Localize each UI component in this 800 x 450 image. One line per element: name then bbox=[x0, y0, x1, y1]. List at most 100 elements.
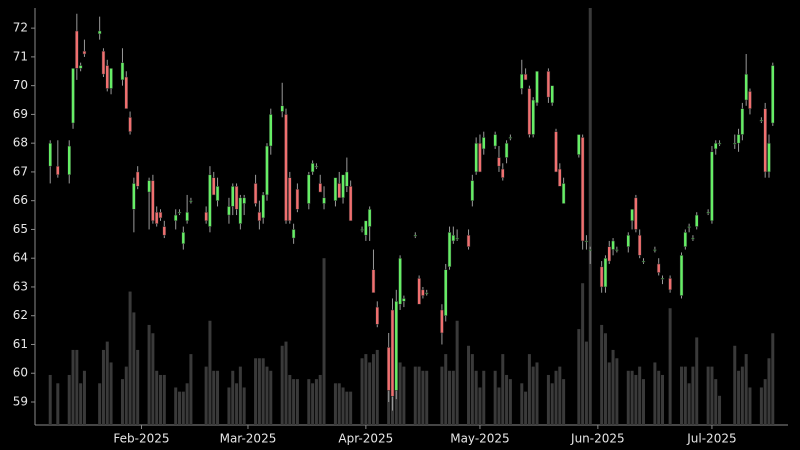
candle-body bbox=[451, 234, 456, 242]
y-tick-label: 66 bbox=[13, 193, 28, 207]
candle-body bbox=[508, 137, 513, 139]
candle-body bbox=[763, 108, 767, 173]
candle-body bbox=[189, 200, 193, 202]
candle-body bbox=[417, 278, 421, 305]
candle-body bbox=[158, 211, 163, 219]
candle-body bbox=[687, 226, 691, 228]
candle-body bbox=[523, 73, 528, 81]
volume-bar bbox=[733, 345, 737, 425]
volume-bar bbox=[584, 341, 588, 425]
volume-bar bbox=[451, 370, 455, 425]
volume-bar bbox=[444, 354, 448, 425]
volume-bar bbox=[691, 366, 695, 425]
x-tick-label: Jul-2025 bbox=[686, 432, 736, 446]
volume-bar bbox=[558, 366, 562, 425]
volume-bar bbox=[307, 379, 311, 425]
volume-bar bbox=[120, 379, 124, 425]
volume-bar bbox=[235, 383, 239, 425]
candle-body bbox=[603, 257, 608, 288]
volume-bar bbox=[657, 370, 661, 425]
y-tick-label: 69 bbox=[13, 107, 28, 121]
y-tick-label: 67 bbox=[13, 164, 28, 178]
volume-bar bbox=[737, 370, 741, 425]
volume-bar bbox=[505, 374, 509, 425]
volume-bar bbox=[265, 366, 269, 425]
candle-body bbox=[630, 209, 634, 222]
volume-bar bbox=[231, 370, 235, 425]
y-tick-label: 71 bbox=[13, 49, 28, 63]
volume-bar bbox=[588, 8, 592, 425]
candle-body bbox=[580, 137, 585, 242]
candle-body bbox=[398, 257, 402, 305]
candle-body bbox=[367, 209, 372, 227]
volume-bar bbox=[668, 308, 672, 425]
volume-bar bbox=[212, 370, 216, 425]
y-tick-label: 68 bbox=[13, 136, 28, 150]
candle-body bbox=[599, 266, 604, 288]
volume-bar bbox=[550, 383, 554, 425]
volume-bar bbox=[740, 366, 744, 425]
volume-bar bbox=[398, 362, 402, 425]
candle-body bbox=[611, 240, 615, 250]
candle-body bbox=[558, 168, 562, 187]
candle-body bbox=[181, 232, 186, 245]
candle-body bbox=[717, 142, 722, 145]
candle-body bbox=[124, 76, 129, 109]
candle-body bbox=[668, 278, 672, 291]
volume-bar bbox=[375, 349, 379, 425]
candle-body bbox=[231, 186, 235, 207]
candle-body bbox=[767, 142, 771, 173]
volume-bar bbox=[204, 366, 208, 425]
candle-body bbox=[101, 50, 106, 75]
volume-bar bbox=[763, 379, 767, 425]
volume-bar bbox=[695, 337, 699, 425]
volume-bar bbox=[748, 387, 752, 425]
candle-body bbox=[284, 114, 288, 222]
candle-body bbox=[531, 99, 535, 135]
candle-body bbox=[577, 134, 581, 155]
candle-body bbox=[421, 289, 425, 296]
volume-bar bbox=[501, 354, 505, 425]
volume-bar bbox=[311, 383, 315, 425]
candle-body bbox=[341, 174, 345, 199]
volume-bar bbox=[136, 349, 140, 425]
x-tick-label: Mar-2025 bbox=[220, 432, 277, 446]
volume-bar bbox=[280, 345, 284, 425]
volume-bar bbox=[421, 370, 425, 425]
candle-body bbox=[345, 171, 349, 187]
volume-bar bbox=[554, 370, 558, 425]
y-tick-label: 62 bbox=[13, 308, 28, 322]
candle-body bbox=[740, 108, 745, 135]
candle-body bbox=[615, 249, 619, 251]
candle-body bbox=[447, 232, 452, 268]
candle-body bbox=[375, 306, 380, 325]
candle-body bbox=[204, 211, 208, 222]
candle-body bbox=[371, 269, 376, 293]
candle-body bbox=[683, 232, 688, 247]
candle-body bbox=[584, 240, 589, 243]
volume-bar bbox=[162, 374, 166, 425]
volume-bar bbox=[71, 349, 75, 425]
volume-bar bbox=[680, 366, 684, 425]
candle-body bbox=[322, 197, 326, 204]
volume-bar bbox=[474, 370, 478, 425]
volume-bar bbox=[759, 387, 763, 425]
candle-body bbox=[291, 229, 296, 239]
candle-body bbox=[691, 237, 695, 240]
volume-bar bbox=[284, 341, 288, 425]
volume-bar bbox=[216, 370, 220, 425]
volume-bar bbox=[413, 366, 417, 425]
volume-bar bbox=[181, 391, 185, 425]
volume-bar bbox=[611, 349, 615, 425]
volume-bar bbox=[337, 383, 341, 425]
volume-bar bbox=[208, 320, 212, 425]
volume-bar bbox=[577, 329, 581, 425]
candle-body bbox=[424, 292, 429, 294]
volume-bar bbox=[653, 362, 657, 425]
y-tick-label: 61 bbox=[13, 337, 28, 351]
volume-bar bbox=[174, 387, 178, 425]
volume-bar bbox=[417, 366, 421, 425]
volume-bar bbox=[531, 366, 535, 425]
volume-bar bbox=[349, 391, 353, 425]
